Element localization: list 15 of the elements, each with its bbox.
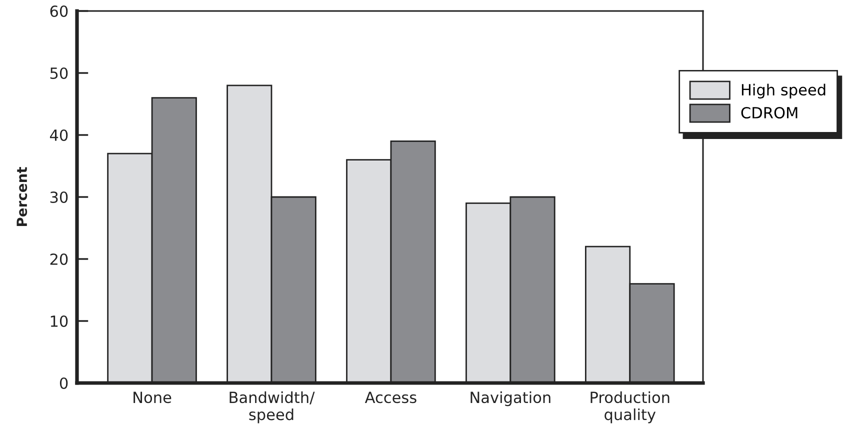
x-tick-label: Production quality (590, 391, 670, 424)
x-tick-label: Access (364, 392, 416, 404)
y-tick-label: 60 (50, 5, 68, 18)
x-tick-label: Bandwidth/ speed (230, 391, 315, 424)
y-tick-label: 20 (50, 253, 68, 266)
y-tick-label: 40 (50, 129, 68, 142)
x-tick-label: Navigation (470, 391, 550, 406)
y-tick-label: 30 (50, 191, 68, 204)
y-axis-title: Percent (16, 167, 28, 226)
y-tick-label: 50 (50, 67, 68, 80)
legend-label: High speed (742, 84, 826, 98)
y-tick-label: 10 (50, 315, 68, 328)
y-tick-label: 0 (60, 377, 68, 390)
legend-label: CDROM (741, 106, 798, 119)
x-tick-label: None (134, 392, 172, 404)
